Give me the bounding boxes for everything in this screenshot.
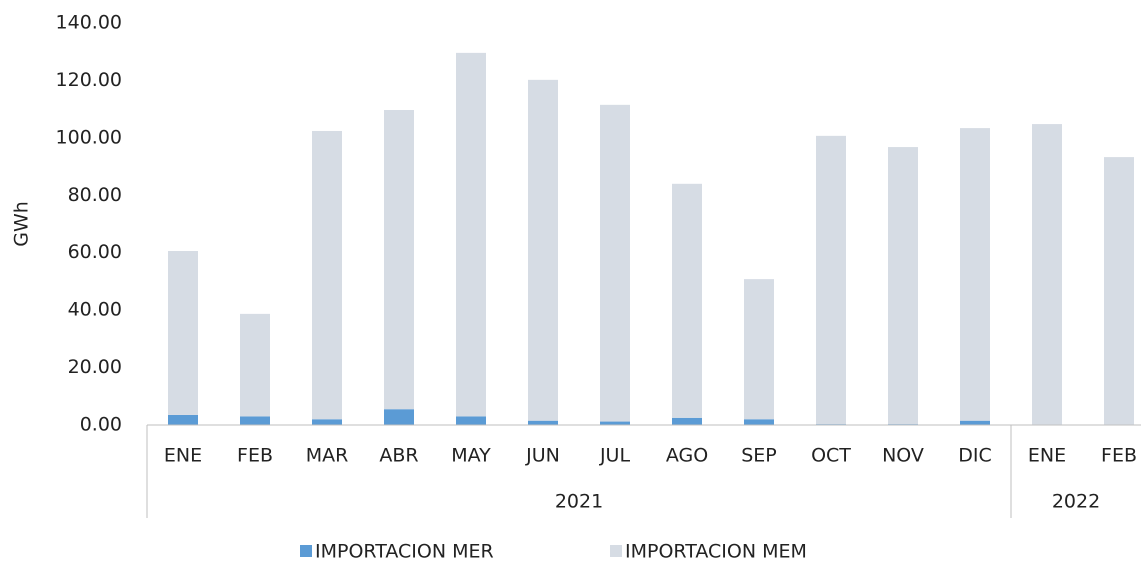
bar-segment (960, 128, 990, 421)
bar-segment (1104, 157, 1134, 425)
bar-segment (672, 183, 702, 418)
group-label: 2022 (1052, 491, 1100, 513)
x-tick-label: JUN (525, 445, 560, 467)
legend-label: IMPORTACION MER (315, 541, 494, 563)
x-tick-label: AGO (666, 445, 708, 467)
y-tick-label: 0.00 (80, 414, 122, 436)
y-tick-label: 80.00 (68, 184, 122, 206)
x-tick-label: NOV (882, 445, 924, 467)
x-tick-label: MAR (306, 445, 349, 467)
y-tick-label: 100.00 (56, 126, 122, 148)
bar-segment (240, 416, 270, 425)
bar-segment (744, 419, 774, 425)
bar-segment (168, 250, 198, 415)
bar-segment (456, 52, 486, 417)
bar-segment (384, 110, 414, 410)
bar-segment (312, 419, 342, 425)
bar-segment (816, 135, 846, 425)
bar-segment (600, 104, 630, 422)
x-tick-label: DIC (958, 445, 992, 467)
legend-swatch (610, 545, 622, 557)
x-tick-label: ABR (379, 445, 418, 467)
bar-segment (384, 409, 414, 425)
x-tick-label: ENE (164, 445, 202, 467)
bar-segment (888, 147, 918, 425)
y-tick-label: 40.00 (68, 299, 122, 321)
y-tick-label: 120.00 (56, 69, 122, 91)
legend-swatch (300, 545, 312, 557)
bar-segment (600, 421, 630, 425)
bar-segment (672, 417, 702, 425)
y-tick-label: 60.00 (68, 241, 122, 263)
x-tick-label: MAY (451, 445, 491, 467)
bar-segment (528, 420, 558, 425)
x-tick-label: ENE (1028, 445, 1066, 467)
bar-segment (960, 420, 990, 425)
bar-segment (312, 130, 342, 420)
bar-segment (456, 416, 486, 425)
y-axis-title: GWh (11, 201, 33, 247)
y-tick-label: 20.00 (68, 356, 122, 378)
bar-segment (528, 79, 558, 421)
bar-segment (1032, 124, 1062, 425)
bar-segment (744, 279, 774, 420)
y-tick-label: 140.00 (56, 12, 122, 34)
legend-label: IMPORTACION MEM (625, 541, 807, 563)
x-tick-label: FEB (237, 445, 273, 467)
x-tick-label: FEB (1101, 445, 1137, 467)
group-label: 2021 (555, 491, 603, 513)
x-tick-label: JUL (599, 445, 631, 467)
bar-segment (240, 313, 270, 417)
x-tick-label: SEP (741, 445, 777, 467)
x-tick-label: OCT (811, 445, 851, 467)
bar-segment (168, 414, 198, 425)
